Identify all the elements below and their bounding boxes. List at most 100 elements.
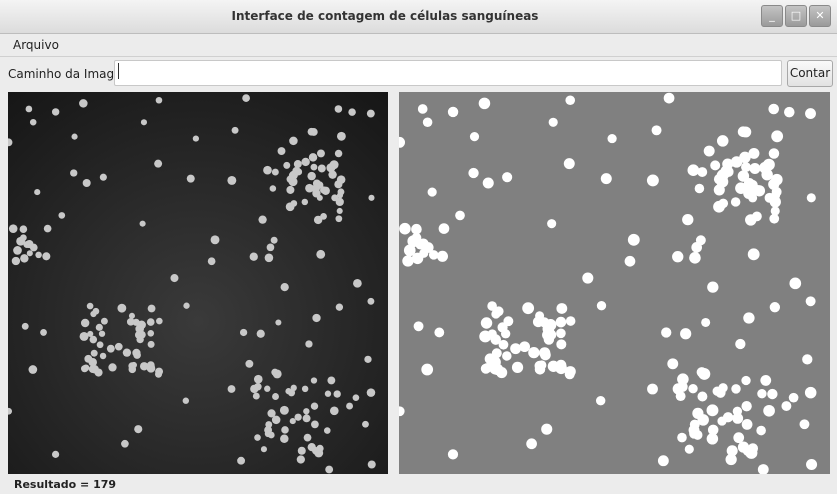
cell [90,311,96,317]
cell [129,313,135,319]
cell [302,386,308,392]
cell-mask [771,191,780,200]
cell [304,434,312,442]
cell-mask [470,132,479,141]
cell [20,254,28,262]
cell [291,200,298,207]
cell-mask [805,108,816,119]
cell [154,160,162,168]
cell-mask [419,249,428,258]
cell [123,348,131,356]
cell-mask [704,146,715,157]
cell [40,329,47,336]
count-button[interactable]: Contar [787,60,833,87]
cell [311,421,319,429]
cell [314,448,323,457]
cell [353,394,360,401]
cell [364,356,371,363]
close-button[interactable]: ✕ [809,5,831,27]
cell-mask [565,369,575,379]
cell-mask [726,454,737,465]
cell-mask [718,383,727,392]
cell [97,341,104,348]
caret [118,63,119,79]
cell [81,319,89,327]
cell [318,164,326,172]
cell [280,435,288,443]
cell [311,377,317,383]
cell-mask [601,173,612,184]
cell [227,176,236,185]
menu-item[interactable]: Arquivo [13,38,59,52]
cell-mask [437,251,448,262]
cell-mask [418,104,428,114]
cell [242,94,250,102]
app-window: {"window": {"title": "Interface de conta… [0,0,837,494]
cell-mask [707,281,718,292]
cell [44,225,52,233]
cell-mask [692,408,703,419]
cell-mask [714,174,724,184]
cell [287,176,294,183]
cell-mask [526,438,537,449]
cell-mask [502,351,511,360]
menu-bar: Arquivo [0,34,837,57]
cell [101,318,108,325]
cell [335,150,342,157]
cell [100,174,107,181]
cell-mask [556,317,567,328]
cell [311,403,318,410]
cell [117,304,126,313]
cell-mask [688,384,697,393]
cell [335,215,342,222]
cell-mask [771,174,783,186]
cell [317,149,325,157]
cell-mask [672,251,683,262]
cell-mask [628,234,640,246]
cell [307,172,315,180]
cell-mask [769,148,779,158]
cell-mask [566,316,576,326]
cell [187,175,195,183]
minimize-button[interactable]: _ [761,5,783,27]
cell [9,224,18,233]
cell-mask [731,384,740,393]
cell-mask [695,184,705,194]
cell [228,385,236,393]
cell [270,185,277,192]
cell [20,225,28,233]
cell-mask [714,184,725,195]
cell [147,318,155,326]
cell [303,414,311,422]
cell-mask [740,127,751,138]
cell-mask [439,223,450,234]
cell [302,199,308,205]
path-input[interactable] [114,60,782,86]
cell-mask [768,104,779,115]
cell-mask [519,341,530,352]
cell-mask [421,364,433,376]
cell [367,388,376,397]
cell [314,216,322,224]
maximize-button[interactable]: □ [785,5,807,27]
cell [52,108,59,115]
cell [325,391,331,397]
cell-mask [399,223,411,235]
image-background [8,92,388,474]
cell [156,97,163,104]
cell-mask [806,296,816,306]
cell-mask [434,328,444,338]
cell [87,303,94,310]
cell-mask [682,214,693,225]
cell-mask [723,412,733,422]
cell-mask [625,256,636,267]
cell [362,421,369,428]
cell [367,298,374,305]
cell [232,127,239,134]
cell-mask [781,401,791,411]
cell-mask [582,273,593,284]
cell-mask [739,152,750,163]
cell [291,385,297,391]
cell-mask [701,318,710,327]
cell [271,369,278,376]
